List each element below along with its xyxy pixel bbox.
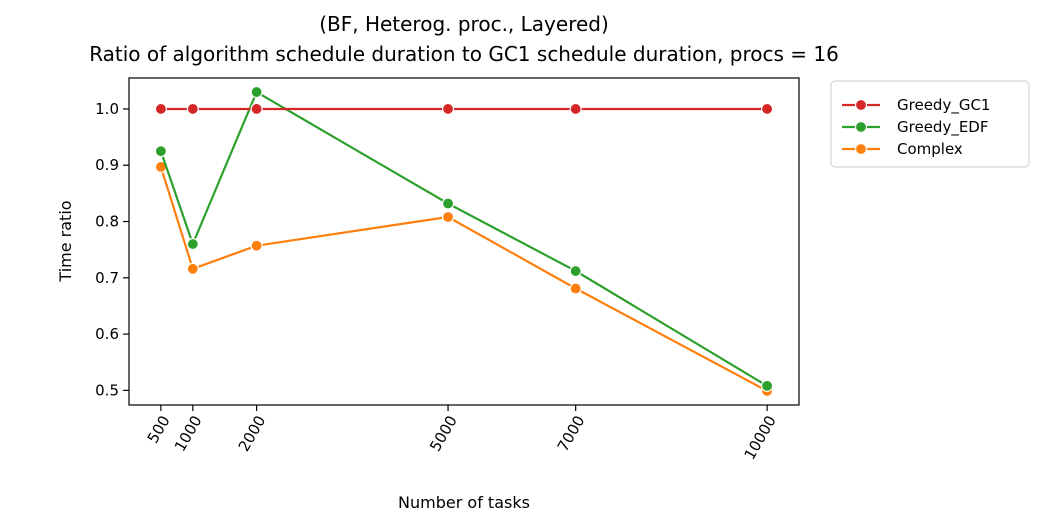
data-point-greedy-gc1 [569, 102, 582, 116]
legend-swatch-marker-complex [854, 142, 868, 156]
x-axis-label: Number of tasks [398, 493, 530, 512]
series-line-greedy-edf [159, 90, 768, 387]
y-axis: 0.5 0.6 0.7 0.8 0.9 1.0 [95, 100, 129, 399]
y-tick-label: 1.0 [95, 100, 119, 118]
legend-swatch-marker-greedy-edf [854, 120, 868, 134]
data-point-greedy-edf [569, 264, 582, 278]
y-tick-label: 0.5 [95, 381, 119, 399]
x-tick-label: 500 [144, 413, 174, 447]
chart-title-line-2: Ratio of algorithm schedule duration to … [89, 42, 839, 66]
data-point-greedy-edf [154, 145, 168, 158]
data-point-greedy-edf [250, 85, 263, 99]
legend: Greedy_GC1 Greedy_EDF Complex [830, 80, 1030, 168]
data-point-greedy-edf [186, 237, 199, 251]
x-tick-label: 5000 [426, 413, 461, 455]
data-point-greedy-edf [441, 197, 455, 210]
legend-label-greedy-edf: Greedy_EDF [897, 118, 988, 137]
data-point-greedy-edf [760, 379, 774, 392]
chart-title-line-1: (BF, Heterog. proc., Layered) [319, 12, 609, 36]
legend-label-greedy-gc1: Greedy_GC1 [897, 96, 990, 115]
legend-swatch-marker-greedy-gc1 [854, 98, 868, 112]
data-point-greedy-gc1 [441, 102, 455, 116]
x-tick-label: 2000 [235, 413, 270, 455]
data-point-complex [250, 239, 263, 252]
y-tick-label: 0.7 [95, 269, 119, 287]
data-point-complex [441, 210, 455, 224]
data-point-greedy-gc1 [186, 102, 199, 116]
data-point-greedy-gc1 [154, 102, 168, 116]
y-axis-label: Time ratio [56, 200, 75, 282]
x-tick-label: 7000 [554, 413, 589, 455]
plot-frame [128, 77, 800, 406]
legend-label-complex: Complex [897, 140, 963, 158]
y-tick-label: 0.8 [95, 213, 119, 231]
x-tick-label: 10000 [740, 413, 779, 463]
data-point-greedy-gc1 [250, 102, 263, 116]
y-tick-label: 0.6 [95, 325, 119, 343]
data-point-complex [186, 262, 199, 275]
series-line-complex [159, 166, 768, 392]
legend-frame [830, 80, 1030, 168]
x-tick-label: 1000 [171, 413, 206, 455]
y-tick-label: 0.9 [95, 156, 119, 174]
data-point-greedy-gc1 [760, 102, 774, 116]
plot-area [154, 85, 774, 398]
data-point-complex [569, 282, 582, 295]
